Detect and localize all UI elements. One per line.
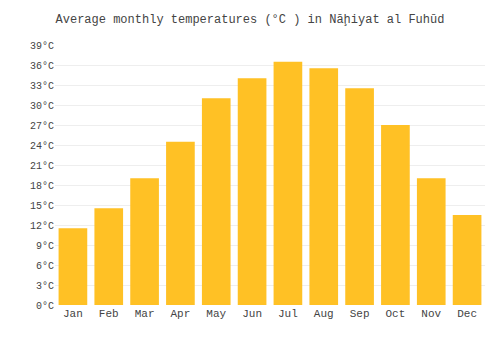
svg-text:Jul: Jul bbox=[278, 308, 298, 320]
svg-text:6°C: 6°C bbox=[36, 261, 54, 272]
svg-text:21°C: 21°C bbox=[30, 161, 54, 172]
svg-text:36°C: 36°C bbox=[30, 61, 54, 72]
svg-text:Apr: Apr bbox=[171, 308, 191, 320]
svg-text:May: May bbox=[206, 308, 226, 320]
svg-text:39°C: 39°C bbox=[30, 41, 54, 52]
svg-text:33°C: 33°C bbox=[30, 81, 54, 92]
svg-text:24°C: 24°C bbox=[30, 141, 54, 152]
svg-text:Oct: Oct bbox=[386, 308, 406, 320]
svg-text:27°C: 27°C bbox=[30, 121, 54, 132]
svg-text:Nov: Nov bbox=[421, 308, 441, 320]
svg-text:Aug: Aug bbox=[314, 308, 334, 320]
svg-text:Jun: Jun bbox=[242, 308, 262, 320]
svg-text:0°C: 0°C bbox=[36, 301, 54, 312]
svg-text:Feb: Feb bbox=[99, 308, 119, 320]
svg-text:Average monthly temperatures (: Average monthly temperatures (°C ) in Nā… bbox=[56, 13, 445, 27]
svg-text:Sep: Sep bbox=[350, 308, 370, 320]
svg-text:18°C: 18°C bbox=[30, 181, 54, 192]
svg-text:30°C: 30°C bbox=[30, 101, 54, 112]
svg-text:Mar: Mar bbox=[135, 308, 155, 320]
svg-text:Dec: Dec bbox=[457, 308, 477, 320]
svg-text:9°C: 9°C bbox=[36, 241, 54, 252]
svg-text:12°C: 12°C bbox=[30, 221, 54, 232]
svg-text:3°C: 3°C bbox=[36, 281, 54, 292]
svg-text:Jan: Jan bbox=[63, 308, 83, 320]
svg-text:15°C: 15°C bbox=[30, 201, 54, 212]
